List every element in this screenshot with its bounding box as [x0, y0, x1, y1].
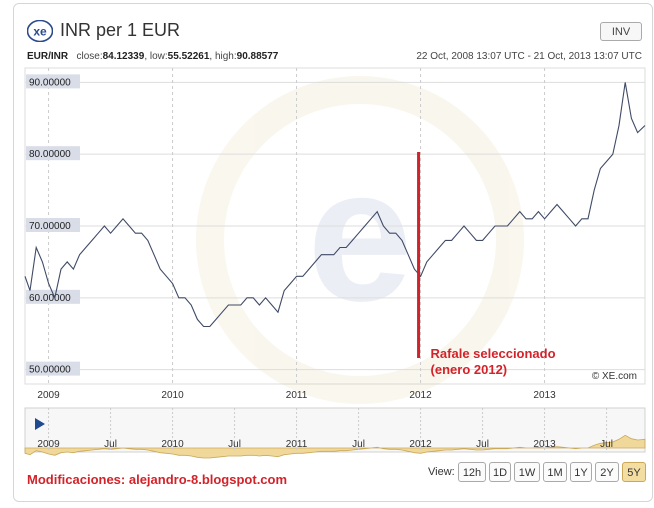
- y-tick-label: 50.00000: [29, 365, 71, 376]
- logo-text: xe: [33, 25, 47, 39]
- x-tick-label: 2012: [409, 390, 432, 401]
- credit-text: Modificaciones: alejandro-8.blogspot.com: [27, 472, 288, 487]
- xe-logo: xe: [27, 20, 53, 42]
- y-tick-bg: [26, 74, 80, 89]
- navigator-tick-label: Jul: [228, 439, 241, 450]
- navigator-tick-label: Jul: [352, 439, 365, 450]
- play-icon[interactable]: [35, 418, 45, 430]
- invert-button[interactable]: INV: [600, 22, 642, 41]
- y-tick-label: 70.00000: [29, 221, 71, 232]
- annotation-text-2: (enero 2012): [431, 362, 508, 377]
- view-button-2y[interactable]: 2Y: [595, 462, 619, 482]
- annotation-text-1: Rafale seleccionado: [431, 346, 556, 361]
- navigator-tick-label: 2013: [533, 439, 556, 450]
- view-button-1w[interactable]: 1W: [514, 462, 540, 482]
- view-button-5y[interactable]: 5Y: [622, 462, 646, 482]
- page-title: INR per 1 EUR: [60, 20, 181, 40]
- navigator-tick-label: Jul: [104, 439, 117, 450]
- stats-line: EUR/INR close:84.12339, low:55.52261, hi…: [27, 51, 279, 62]
- x-tick-label: 2010: [161, 390, 184, 401]
- navigator-tick-label: 2009: [37, 439, 60, 450]
- x-tick-label: 2013: [533, 390, 556, 401]
- svg-text:e: e: [307, 129, 413, 341]
- low-label: low:: [149, 51, 168, 62]
- navigator-panel[interactable]: [24, 407, 646, 453]
- xe-copyright: © XE.com: [592, 371, 637, 382]
- date-range: 22 Oct, 2008 13:07 UTC - 21 Oct, 2013 13…: [416, 51, 642, 62]
- high-value: 90.88577: [236, 51, 279, 62]
- view-button-1m[interactable]: 1M: [543, 462, 567, 482]
- y-tick-label: 60.00000: [29, 293, 71, 304]
- close-label: close:: [76, 51, 103, 62]
- view-label: View:: [428, 466, 455, 478]
- navigator-tick-label: Jul: [476, 439, 489, 450]
- navigator-area: [24, 434, 646, 459]
- low-value: 55.52261: [167, 51, 210, 62]
- y-tick-bg: [26, 289, 80, 304]
- navigator-tick-label: 2011: [286, 439, 308, 450]
- close-value: 84.12339: [102, 51, 145, 62]
- y-tick-label: 90.00000: [29, 77, 71, 88]
- x-tick-label: 2011: [286, 390, 308, 401]
- view-button-1y[interactable]: 1Y: [570, 462, 592, 482]
- navigator-tick-label: 2012: [409, 439, 432, 450]
- navigator-tick-label: 2010: [161, 439, 184, 450]
- x-tick-label: 2009: [37, 390, 60, 401]
- y-tick-bg: [26, 218, 80, 232]
- view-button-12h[interactable]: 12h: [458, 462, 486, 482]
- navigator-tick-label: Jul: [600, 439, 613, 450]
- y-tick-label: 80.00000: [29, 149, 71, 160]
- series-line: [24, 82, 646, 328]
- xe-watermark: e: [196, 76, 524, 404]
- high-label: high:: [214, 51, 237, 62]
- view-button-1d[interactable]: 1D: [489, 462, 511, 482]
- y-tick-bg: [26, 146, 80, 161]
- currency-pair: EUR/INR: [27, 51, 69, 62]
- y-tick-bg: [26, 361, 80, 376]
